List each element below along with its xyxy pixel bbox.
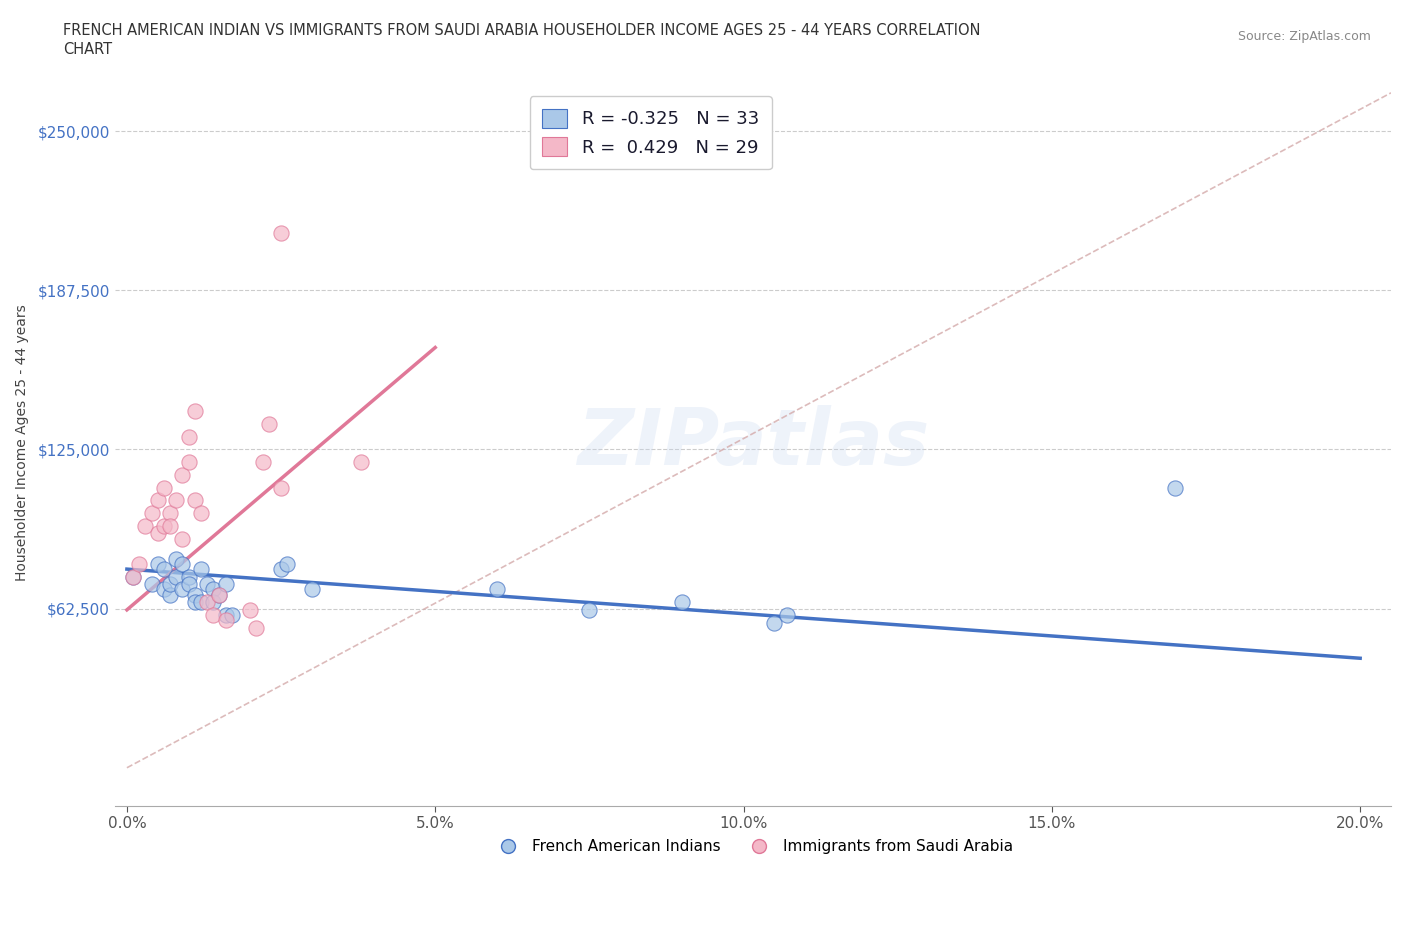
Point bbox=[146, 526, 169, 541]
Point bbox=[214, 613, 236, 628]
Point bbox=[245, 620, 267, 635]
Point bbox=[202, 595, 225, 610]
Point bbox=[202, 607, 225, 622]
Y-axis label: Householder Income Ages 25 - 44 years: Householder Income Ages 25 - 44 years bbox=[15, 305, 30, 581]
Point bbox=[165, 551, 187, 566]
Point bbox=[184, 404, 207, 418]
Point bbox=[141, 577, 163, 591]
Point bbox=[172, 531, 194, 546]
Point bbox=[270, 480, 292, 495]
Point bbox=[252, 455, 274, 470]
Point bbox=[177, 577, 200, 591]
Text: FRENCH AMERICAN INDIAN VS IMMIGRANTS FROM SAUDI ARABIA HOUSEHOLDER INCOME AGES 2: FRENCH AMERICAN INDIAN VS IMMIGRANTS FRO… bbox=[63, 23, 981, 38]
Point bbox=[1164, 480, 1187, 495]
Point bbox=[159, 577, 181, 591]
Point bbox=[195, 577, 218, 591]
Point bbox=[122, 569, 145, 584]
Point bbox=[270, 562, 292, 577]
Point bbox=[153, 582, 176, 597]
Legend: French American Indians, Immigrants from Saudi Arabia: French American Indians, Immigrants from… bbox=[486, 832, 1019, 860]
Point bbox=[159, 518, 181, 533]
Point bbox=[165, 493, 187, 508]
Point bbox=[153, 562, 176, 577]
Point bbox=[221, 607, 243, 622]
Point bbox=[177, 569, 200, 584]
Point bbox=[190, 506, 212, 521]
Point bbox=[184, 493, 207, 508]
Point bbox=[134, 518, 156, 533]
Point bbox=[177, 430, 200, 445]
Point bbox=[184, 595, 207, 610]
Point bbox=[141, 506, 163, 521]
Point bbox=[208, 587, 231, 602]
Point bbox=[257, 417, 280, 432]
Point bbox=[190, 562, 212, 577]
Point bbox=[301, 582, 323, 597]
Point bbox=[172, 556, 194, 571]
Point bbox=[239, 603, 262, 618]
Point bbox=[214, 607, 236, 622]
Point bbox=[214, 577, 236, 591]
Point bbox=[202, 582, 225, 597]
Text: CHART: CHART bbox=[63, 42, 112, 57]
Point bbox=[159, 587, 181, 602]
Point bbox=[153, 518, 176, 533]
Point bbox=[128, 556, 150, 571]
Point bbox=[184, 587, 207, 602]
Point bbox=[146, 493, 169, 508]
Point bbox=[208, 587, 231, 602]
Text: Source: ZipAtlas.com: Source: ZipAtlas.com bbox=[1237, 30, 1371, 43]
Point bbox=[177, 455, 200, 470]
Point bbox=[578, 603, 600, 618]
Point bbox=[350, 455, 373, 470]
Point bbox=[276, 556, 298, 571]
Point bbox=[763, 615, 786, 630]
Text: ZIPatlas: ZIPatlas bbox=[576, 405, 929, 481]
Point bbox=[190, 595, 212, 610]
Point bbox=[172, 468, 194, 483]
Point bbox=[195, 595, 218, 610]
Point bbox=[159, 506, 181, 521]
Point bbox=[122, 569, 145, 584]
Point bbox=[485, 582, 508, 597]
Point bbox=[270, 225, 292, 240]
Point bbox=[146, 556, 169, 571]
Point bbox=[153, 480, 176, 495]
Point bbox=[165, 569, 187, 584]
Point bbox=[172, 582, 194, 597]
Point bbox=[776, 607, 799, 622]
Point bbox=[671, 595, 693, 610]
